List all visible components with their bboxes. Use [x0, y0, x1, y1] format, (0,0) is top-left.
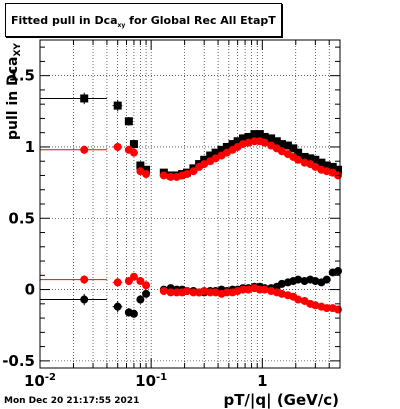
data-point — [166, 172, 175, 181]
data-point — [277, 147, 286, 156]
data-point — [277, 140, 286, 149]
data-point — [306, 154, 315, 163]
y-tick-label: 1.5 — [8, 67, 35, 85]
data-point — [222, 142, 231, 151]
data-point — [211, 288, 220, 297]
data-point — [211, 154, 220, 163]
data-point — [322, 304, 331, 313]
data-point — [159, 171, 168, 180]
x-axis-label: pT/|q| (GeV/c) — [223, 391, 339, 409]
y-tick-label: 0.5 — [8, 209, 35, 227]
data-point — [206, 151, 215, 160]
data-point — [142, 289, 151, 298]
data-series-2 — [40, 137, 343, 181]
data-point — [260, 138, 269, 147]
data-point — [322, 167, 331, 176]
data-point — [136, 295, 145, 304]
data-point — [182, 286, 191, 295]
data-point — [334, 165, 343, 174]
data-point — [244, 285, 253, 294]
data-point — [322, 161, 331, 170]
data-point — [142, 170, 151, 179]
data-point — [142, 165, 151, 174]
data-point — [311, 155, 320, 164]
chart-title: Fitted pull in Dcaxy for Global Rec All … — [5, 3, 282, 37]
y-tick-label: 0 — [25, 281, 35, 299]
data-point — [294, 295, 303, 304]
data-point — [294, 155, 303, 164]
data-point — [228, 140, 237, 149]
y-axis-label: pull in DcaXY — [5, 43, 23, 140]
data-point — [317, 158, 326, 167]
data-point — [244, 132, 253, 141]
data-point — [211, 148, 220, 157]
data-point — [189, 167, 198, 176]
data-point — [311, 162, 320, 171]
x-tick-label: 1 — [257, 372, 267, 390]
data-point — [267, 134, 276, 143]
axes: -0.5 0 0.5 1 1.5 10-2 10-1 1 — [2, 40, 341, 390]
data-markers — [40, 92, 343, 319]
data-point — [272, 137, 281, 146]
data-point — [294, 148, 303, 157]
data-point — [334, 267, 343, 276]
data-point — [159, 286, 168, 295]
data-point — [233, 137, 242, 146]
grid-lines — [40, 40, 340, 368]
data-point — [222, 288, 231, 297]
data-point — [244, 138, 253, 147]
x-tick-label: 10-2 — [24, 372, 56, 390]
data-point — [200, 160, 209, 169]
data-point — [80, 275, 89, 284]
data-point — [113, 278, 122, 287]
title-rest: for Global Rec All EtapT — [125, 14, 276, 27]
data-point — [260, 285, 269, 294]
data-point — [311, 301, 320, 310]
y-tick-label: 1 — [25, 138, 35, 156]
data-point — [289, 144, 298, 153]
data-point — [322, 275, 331, 284]
data-point — [80, 295, 89, 304]
data-point — [166, 288, 175, 297]
data-series-4 — [40, 272, 343, 314]
data-point — [124, 117, 133, 126]
data-series-1 — [40, 92, 343, 180]
data-point — [113, 302, 122, 311]
data-point — [80, 94, 89, 103]
data-point — [142, 281, 151, 290]
data-point — [255, 130, 264, 139]
y-tick-label: -0.5 — [2, 352, 35, 370]
data-point — [200, 286, 209, 295]
data-point — [311, 277, 320, 286]
data-point — [136, 161, 145, 170]
data-point — [129, 309, 138, 318]
data-point — [277, 279, 286, 288]
data-point — [238, 134, 247, 143]
data-point — [217, 145, 226, 154]
data-point — [80, 145, 89, 154]
data-point — [182, 170, 191, 179]
data-point — [300, 152, 309, 161]
data-point — [294, 275, 303, 284]
data-point — [136, 277, 145, 286]
x-tick-label: 10-1 — [135, 372, 167, 390]
data-point — [129, 148, 138, 157]
data-point — [277, 289, 286, 298]
data-point — [129, 272, 138, 281]
data-point — [260, 132, 269, 141]
date-stamp: Mon Dec 20 21:17:55 2021 — [4, 396, 140, 406]
data-point — [113, 101, 122, 110]
data-point — [328, 162, 337, 171]
data-point — [283, 141, 292, 150]
title-main: Fitted pull in Dca — [11, 14, 118, 27]
data-point — [129, 140, 138, 149]
data-point — [200, 155, 209, 164]
plot-frame — [39, 39, 341, 369]
data-point — [113, 142, 122, 151]
data-point — [334, 305, 343, 314]
data-point — [189, 288, 198, 297]
title-subscript: xy — [117, 22, 126, 30]
data-point — [250, 130, 259, 139]
